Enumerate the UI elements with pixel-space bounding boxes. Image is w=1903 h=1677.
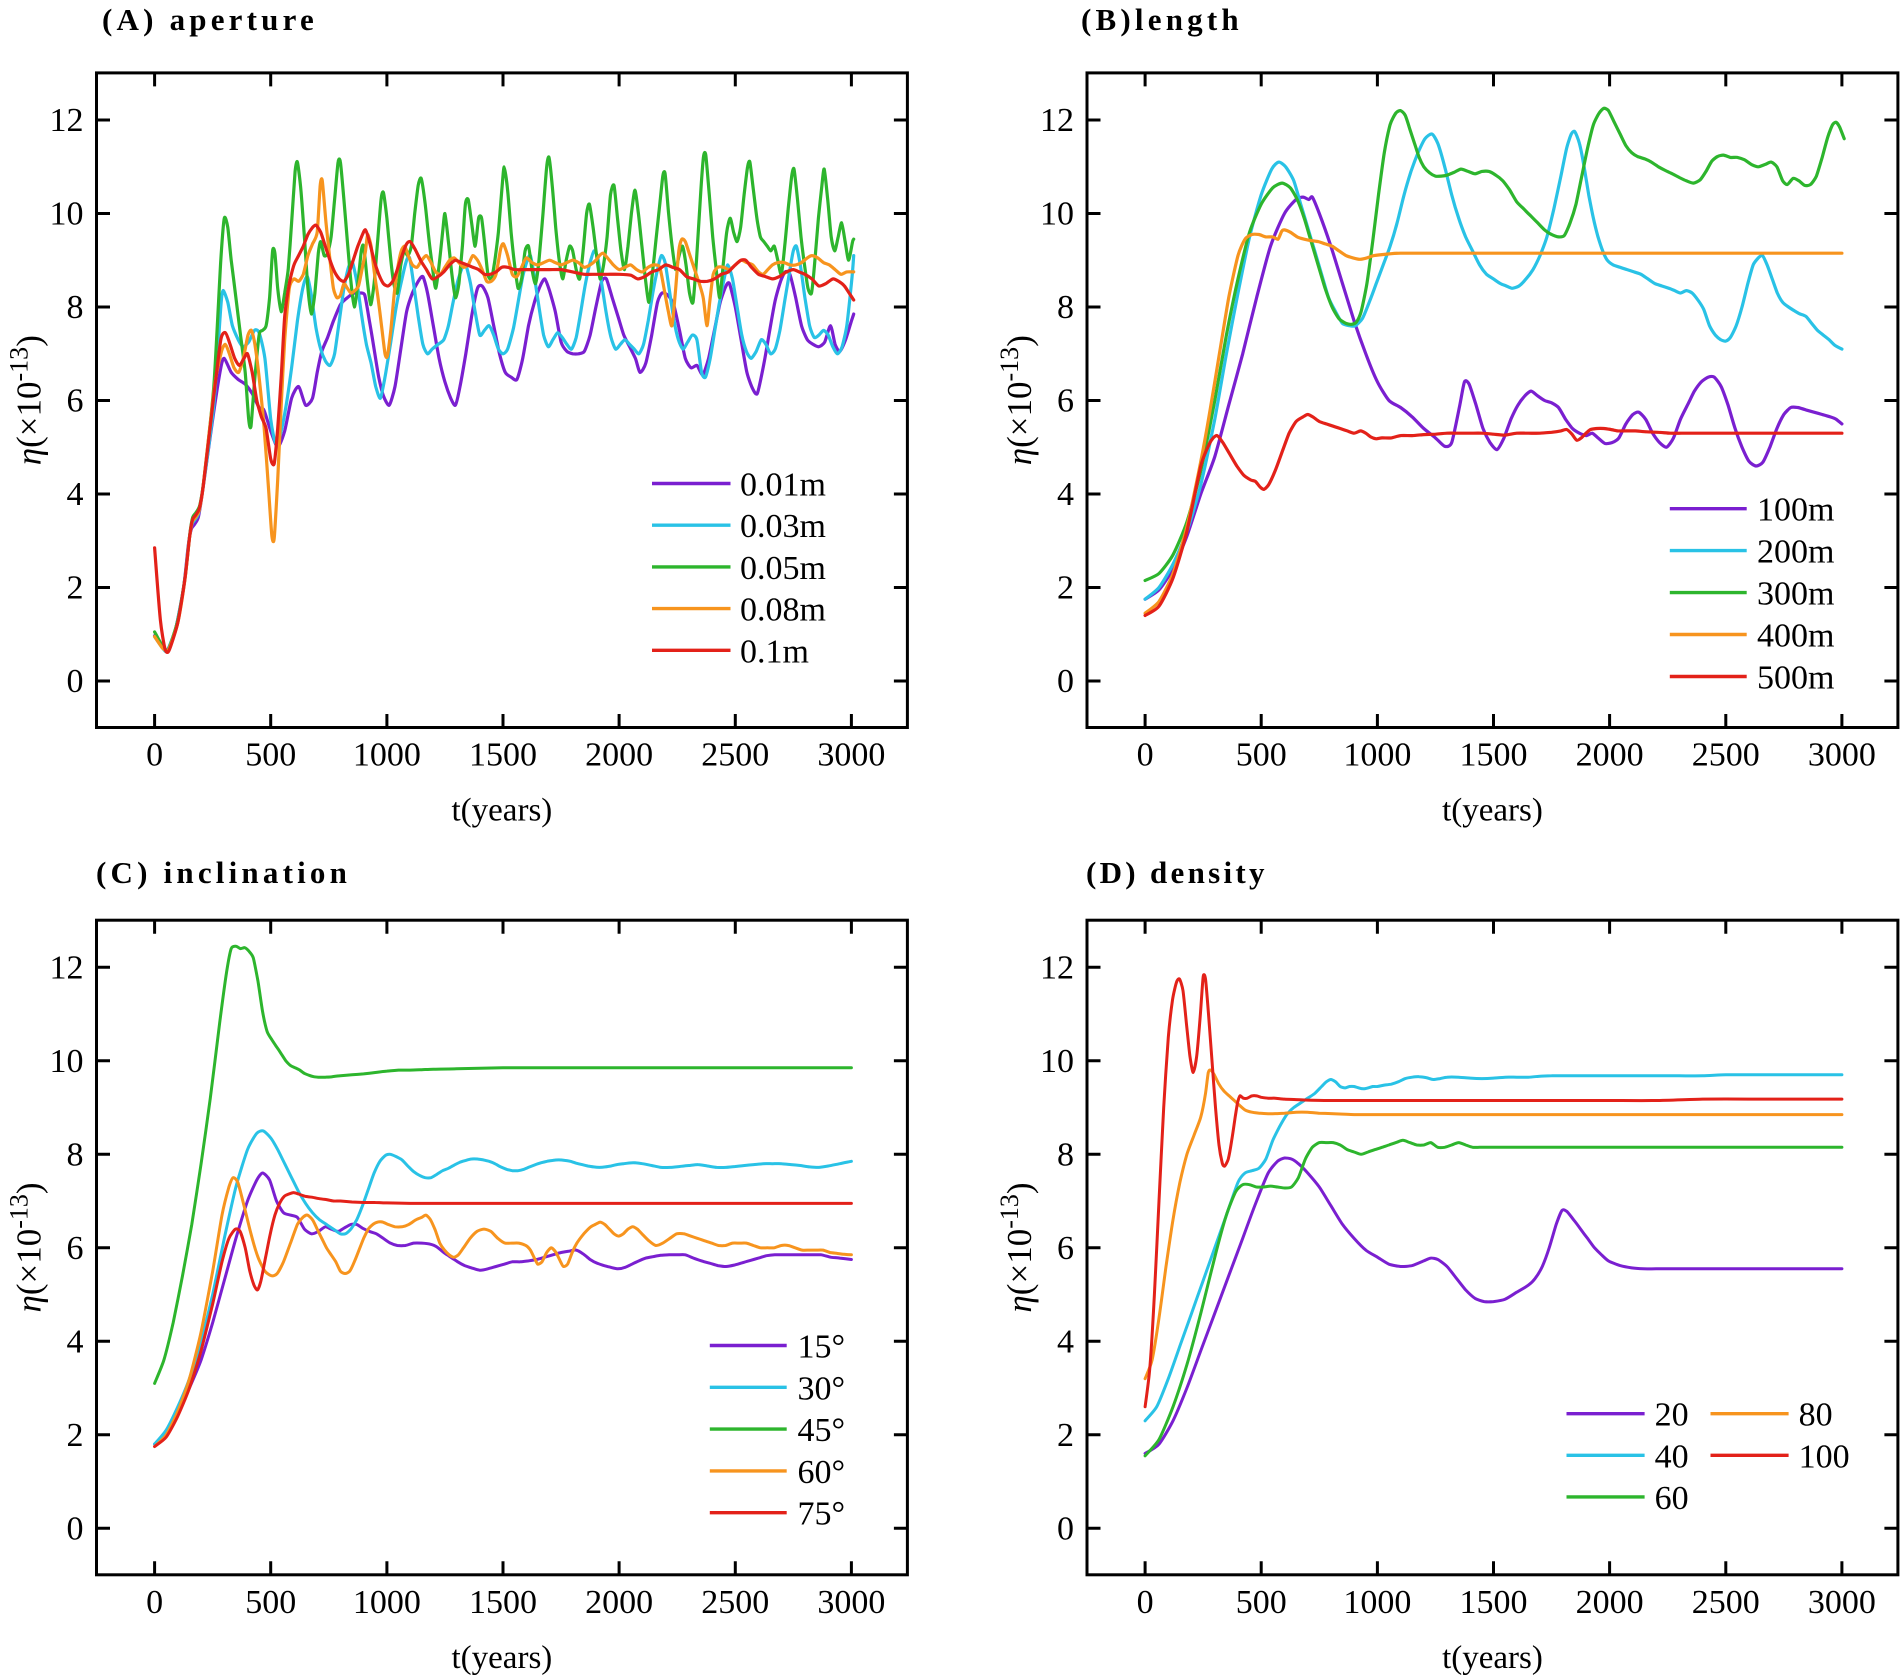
svg-text:η(×10-13): η(×10-13) [5,335,49,465]
svg-text:t(years): t(years) [1442,1640,1543,1676]
svg-text:400m: 400m [1757,618,1834,655]
svg-text:(D) density: (D) density [1086,855,1268,890]
svg-text:0: 0 [1137,1584,1154,1621]
svg-text:0: 0 [1057,663,1074,700]
svg-text:12: 12 [1040,102,1074,139]
svg-text:0: 0 [67,1510,84,1547]
svg-text:2: 2 [1057,1417,1074,1454]
svg-text:0: 0 [67,663,84,700]
svg-text:10: 10 [1040,1043,1074,1080]
svg-text:300m: 300m [1757,576,1834,613]
svg-text:12: 12 [1040,949,1074,986]
svg-text:8: 8 [1057,1136,1074,1173]
svg-text:4: 4 [1057,1323,1074,1360]
svg-text:1500: 1500 [1460,1584,1528,1621]
svg-text:2000: 2000 [585,1584,653,1621]
svg-text:2: 2 [67,1417,84,1454]
svg-text:0: 0 [146,737,163,774]
svg-text:(A) aperture: (A) aperture [102,2,318,37]
svg-text:1000: 1000 [353,1584,421,1621]
svg-text:0: 0 [146,1584,163,1621]
svg-text:t(years): t(years) [452,1640,553,1676]
svg-text:0.05m: 0.05m [740,550,826,587]
svg-text:3000: 3000 [817,1584,885,1621]
svg-text:8: 8 [67,289,84,326]
svg-text:3000: 3000 [1808,1584,1876,1621]
svg-text:η(×10-13): η(×10-13) [5,1182,49,1312]
svg-text:(C) inclination: (C) inclination [96,855,351,890]
svg-text:4: 4 [67,1323,84,1360]
svg-text:6: 6 [1057,383,1074,420]
svg-text:0.01m: 0.01m [740,467,826,504]
svg-text:500: 500 [1236,1584,1287,1621]
svg-text:1000: 1000 [1343,1584,1411,1621]
svg-text:8: 8 [1057,289,1074,326]
svg-text:2500: 2500 [701,1584,769,1621]
svg-text:0.03m: 0.03m [740,508,826,545]
svg-text:t(years): t(years) [1442,793,1543,829]
svg-text:8: 8 [67,1136,84,1173]
svg-text:2000: 2000 [1576,737,1644,774]
svg-text:3000: 3000 [1808,737,1876,774]
svg-text:500m: 500m [1757,660,1834,697]
svg-text:0: 0 [1137,737,1154,774]
svg-text:45°: 45° [798,1412,846,1449]
svg-text:10: 10 [50,1043,84,1080]
svg-text:1000: 1000 [1343,737,1411,774]
svg-text:30°: 30° [798,1370,846,1407]
svg-text:(B)length: (B)length [1081,2,1243,37]
svg-text:t(years): t(years) [452,793,553,829]
svg-text:500: 500 [1236,737,1287,774]
svg-text:0.1m: 0.1m [740,633,809,670]
svg-text:100: 100 [1799,1438,1850,1475]
svg-text:6: 6 [1057,1230,1074,1267]
svg-text:75°: 75° [798,1496,846,1533]
svg-text:2500: 2500 [701,737,769,774]
svg-text:2: 2 [1057,570,1074,607]
svg-text:0: 0 [1057,1510,1074,1547]
svg-text:2500: 2500 [1692,737,1760,774]
svg-text:15°: 15° [798,1329,846,1366]
svg-text:1500: 1500 [1460,737,1528,774]
svg-text:20: 20 [1655,1397,1689,1434]
svg-text:2: 2 [67,570,84,607]
svg-text:6: 6 [67,383,84,420]
svg-text:0.08m: 0.08m [740,592,826,629]
svg-text:500: 500 [245,1584,296,1621]
svg-text:10: 10 [1040,196,1074,233]
svg-text:2000: 2000 [585,737,653,774]
svg-text:60°: 60° [798,1454,846,1491]
svg-text:10: 10 [50,196,84,233]
svg-text:500: 500 [245,737,296,774]
svg-text:40: 40 [1655,1438,1689,1475]
svg-text:1500: 1500 [469,737,537,774]
svg-text:80: 80 [1799,1397,1833,1434]
svg-text:3000: 3000 [817,737,885,774]
svg-text:1500: 1500 [469,1584,537,1621]
svg-text:4: 4 [1057,476,1074,513]
svg-text:100m: 100m [1757,492,1834,529]
svg-text:12: 12 [50,949,84,986]
svg-text:6: 6 [67,1230,84,1267]
svg-text:2000: 2000 [1576,1584,1644,1621]
svg-text:4: 4 [67,476,84,513]
svg-text:60: 60 [1655,1480,1689,1517]
svg-text:1000: 1000 [353,737,421,774]
svg-text:200m: 200m [1757,534,1834,571]
svg-text:2500: 2500 [1692,1584,1760,1621]
svg-text:12: 12 [50,102,84,139]
